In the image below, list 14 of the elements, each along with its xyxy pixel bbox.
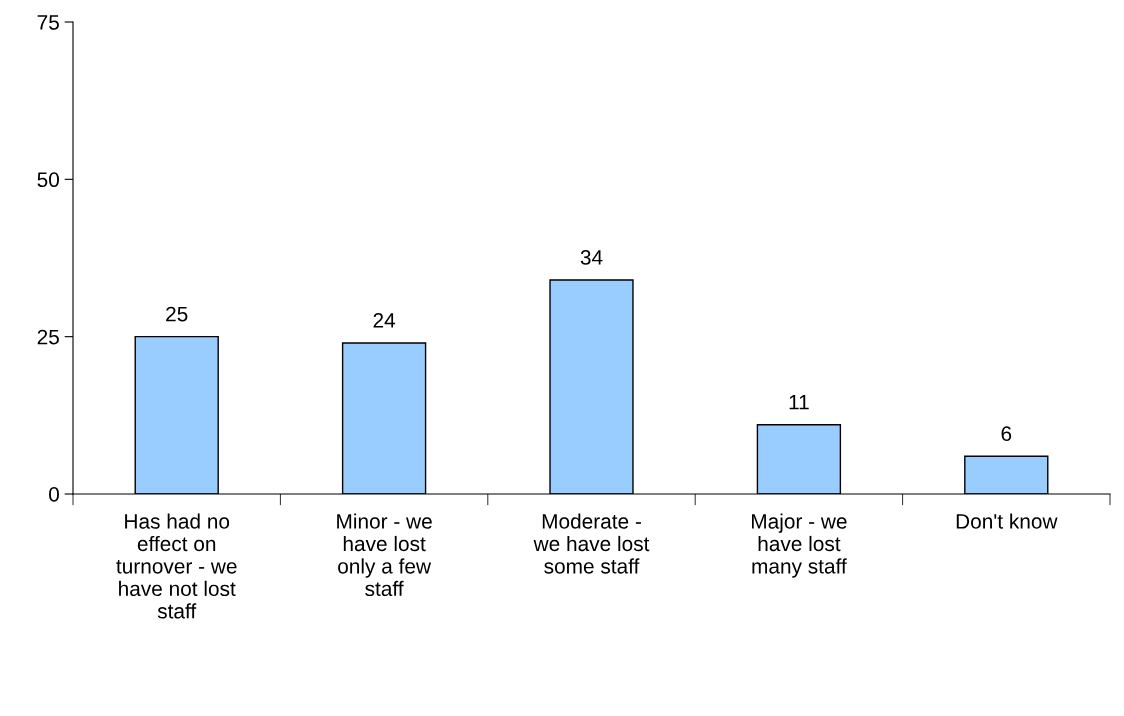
x-tick-label: Has had no effect on turnover - we have not lost staff (116, 513, 237, 619)
data-label: 11 (789, 395, 809, 410)
data-label: 34 (580, 250, 603, 265)
x-tick-label: Don't know (956, 513, 1058, 529)
x-tick-label: Moderate - we have lost some staff (533, 513, 650, 574)
y-tick-label: 25 (37, 329, 59, 345)
data-label: 6 (1001, 426, 1012, 442)
x-tick-label: Minor - we have lost only a few staff (337, 513, 432, 597)
y-tick-label: 50 (37, 172, 59, 188)
y-tick-label: 75 (37, 15, 59, 30)
x-tick-label: Major - we have lost many staff (751, 513, 847, 578)
y-tick-label: 0 (49, 487, 59, 502)
data-label: 25 (166, 306, 188, 322)
data-label: 24 (373, 312, 396, 328)
